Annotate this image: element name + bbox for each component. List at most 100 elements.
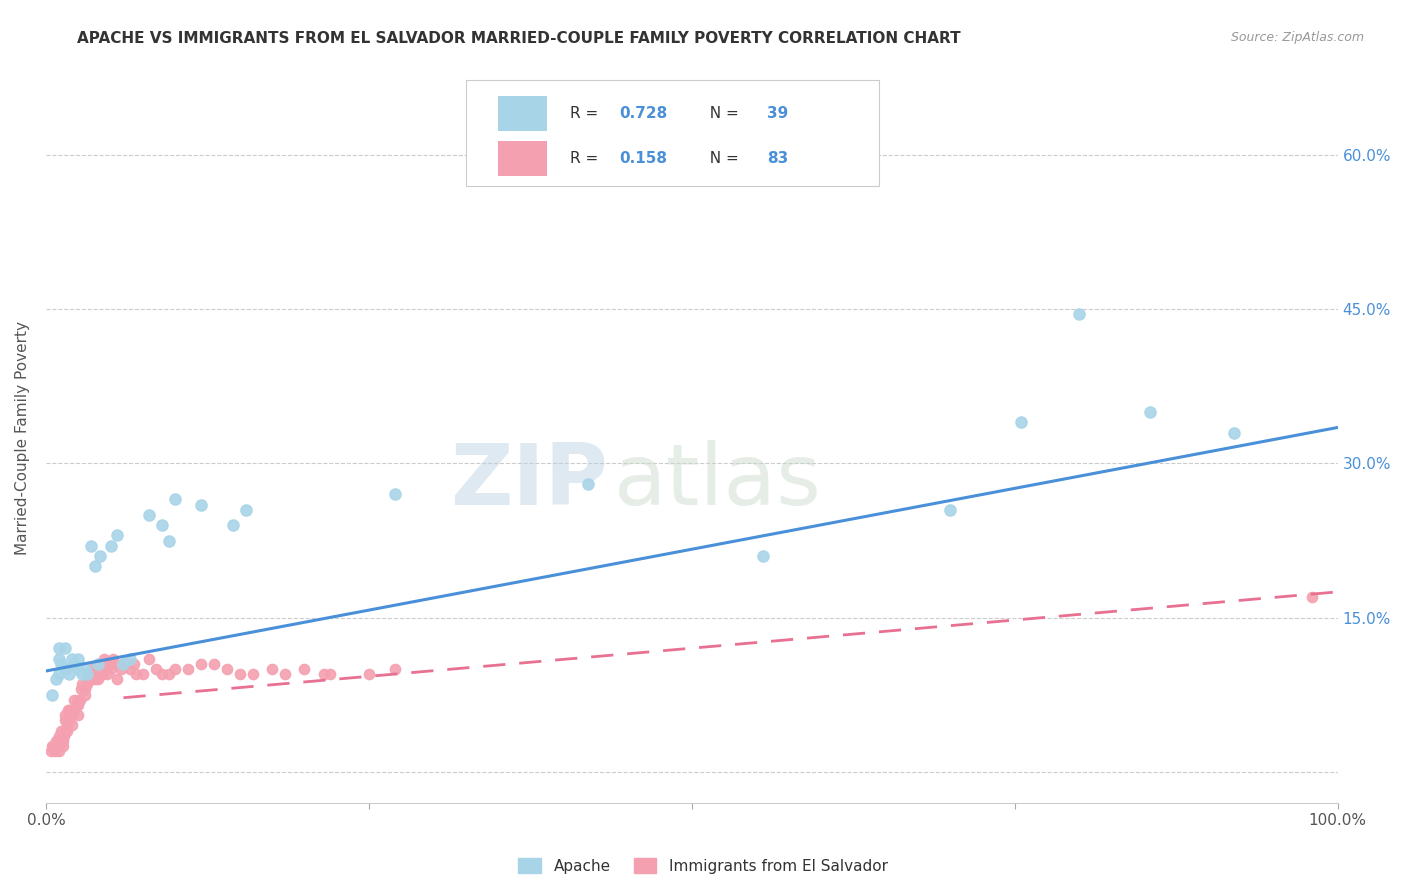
Point: [165, 662, 187, 676]
Point: [69, 692, 91, 706]
Point: [384, 662, 406, 676]
Point: [939, 502, 962, 516]
Point: [48, 651, 70, 665]
Point: [97, 657, 120, 671]
FancyBboxPatch shape: [498, 95, 547, 130]
Y-axis label: Married-Couple Family Poverty: Married-Couple Family Poverty: [15, 321, 30, 555]
Point: [67, 651, 90, 665]
Point: [53, 662, 76, 676]
Point: [77, 667, 100, 681]
Point: [80, 672, 103, 686]
Point: [45, 739, 67, 753]
Point: [63, 692, 86, 706]
Point: [48, 734, 70, 748]
Point: [67, 692, 90, 706]
Point: [100, 662, 122, 676]
Point: [86, 672, 108, 686]
Point: [48, 641, 70, 656]
Text: 0.158: 0.158: [620, 152, 668, 166]
Point: [138, 508, 160, 522]
Point: [1301, 590, 1323, 604]
Point: [112, 657, 135, 671]
Point: [86, 667, 108, 681]
Point: [73, 682, 96, 697]
Point: [63, 703, 86, 717]
Point: [1139, 405, 1161, 419]
Point: [357, 667, 380, 681]
Point: [55, 718, 77, 732]
Point: [70, 677, 93, 691]
Point: [41, 739, 63, 753]
Point: [52, 739, 75, 753]
Point: [73, 662, 96, 676]
Point: [222, 518, 245, 533]
Text: Source: ZipAtlas.com: Source: ZipAtlas.com: [1230, 31, 1364, 45]
Point: [94, 662, 117, 676]
Point: [101, 651, 124, 665]
Point: [274, 667, 297, 681]
Point: [60, 651, 83, 665]
Point: [45, 734, 67, 748]
Point: [145, 662, 167, 676]
Point: [1069, 308, 1091, 322]
Point: [52, 734, 75, 748]
Text: 0.728: 0.728: [620, 105, 668, 120]
Point: [60, 718, 83, 732]
Point: [110, 662, 132, 676]
Point: [122, 657, 145, 671]
Point: [76, 677, 98, 691]
Point: [157, 667, 180, 681]
Point: [51, 734, 73, 748]
Point: [86, 657, 108, 671]
Point: [70, 667, 93, 681]
Point: [42, 739, 65, 753]
Point: [105, 672, 128, 686]
Point: [39, 744, 62, 758]
Point: [235, 502, 257, 516]
Point: [96, 667, 118, 681]
Point: [51, 723, 73, 738]
Point: [65, 698, 87, 712]
Point: [82, 662, 104, 676]
Text: R =: R =: [571, 152, 603, 166]
Point: [1010, 415, 1032, 429]
Point: [70, 682, 93, 697]
Point: [46, 734, 69, 748]
Point: [53, 729, 76, 743]
Point: [228, 667, 250, 681]
Point: [58, 667, 80, 681]
Point: [63, 657, 86, 671]
Point: [319, 667, 342, 681]
Point: [48, 667, 70, 681]
Point: [62, 703, 84, 717]
Point: [44, 744, 66, 758]
Point: [115, 657, 138, 671]
Point: [260, 662, 283, 676]
Point: [150, 518, 173, 533]
Point: [53, 714, 76, 728]
Point: [48, 729, 70, 743]
Point: [48, 744, 70, 758]
Point: [59, 708, 82, 723]
Point: [242, 667, 264, 681]
Point: [53, 641, 76, 656]
FancyBboxPatch shape: [465, 80, 879, 186]
Point: [1223, 425, 1246, 440]
Point: [752, 549, 775, 563]
Point: [100, 657, 122, 671]
Point: [73, 688, 96, 702]
Text: ZIP: ZIP: [450, 440, 607, 523]
Point: [165, 492, 187, 507]
Text: N =: N =: [700, 152, 744, 166]
Point: [177, 662, 200, 676]
Text: atlas: atlas: [614, 440, 823, 523]
Point: [80, 667, 103, 681]
Point: [125, 667, 148, 681]
Point: [84, 672, 107, 686]
Text: APACHE VS IMMIGRANTS FROM EL SALVADOR MARRIED-COUPLE FAMILY POVERTY CORRELATION : APACHE VS IMMIGRANTS FROM EL SALVADOR MA…: [77, 31, 960, 46]
Point: [56, 703, 79, 717]
Point: [578, 477, 600, 491]
Point: [67, 708, 90, 723]
Point: [118, 651, 141, 665]
Legend: Apache, Immigrants from El Salvador: Apache, Immigrants from El Salvador: [512, 852, 894, 880]
